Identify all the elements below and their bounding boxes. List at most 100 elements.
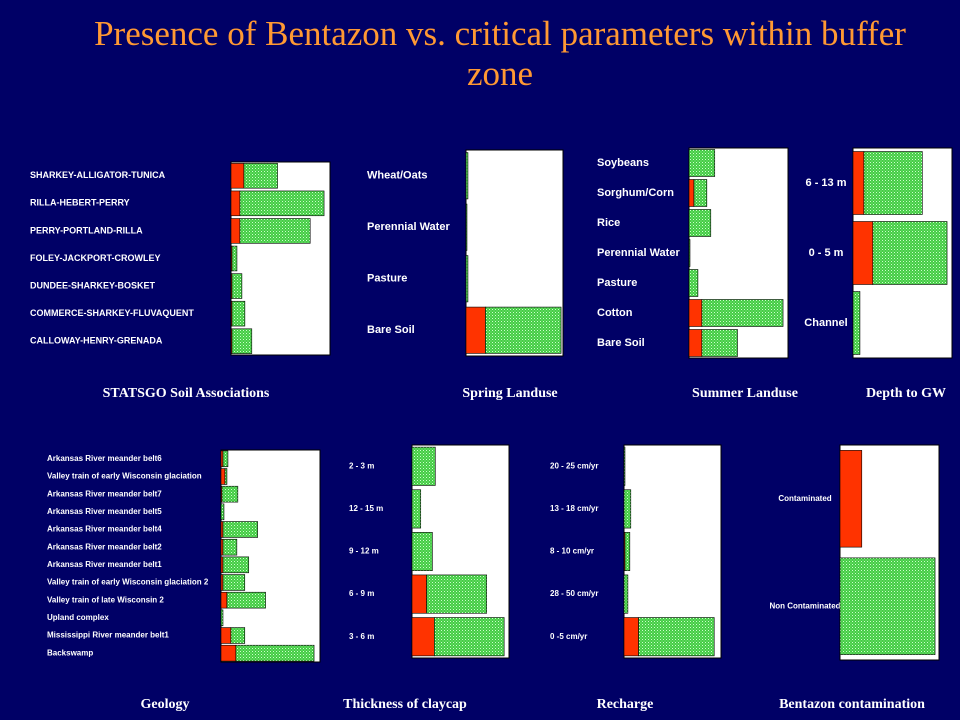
bar-segment [701,299,784,327]
category-label: Valley train of early Wisconsin glaciati… [47,472,202,481]
category-label: Rice [597,217,620,229]
bar-segment [465,306,486,354]
bar-segment [688,149,716,177]
category-label: Pasture [367,273,407,285]
category-label: Arkansas River meander belt2 [47,542,162,551]
bar-segment [220,468,226,485]
category-label: Pasture [597,277,637,289]
bar-segment [465,203,468,251]
category-label: FOLEY-JACKPORT-CROWLEY [30,253,161,263]
bar-segment [872,221,948,285]
bar-segment [411,446,436,486]
category-label: Contaminated [778,494,831,503]
bar-segment [222,521,258,538]
category-label: 9 - 12 m [349,547,379,556]
bar-segment [230,190,241,217]
chart-title: Thickness of claycap [343,697,467,712]
bar-segment [222,538,238,556]
bar-segment [485,306,562,354]
category-label: Valley train of early Wisconsin glaciati… [47,578,209,587]
bar-segment [239,218,311,244]
category-label: Arkansas River meander belt1 [47,560,162,569]
bar-segment [623,617,639,657]
category-label: Perennial Water [367,221,450,233]
bar-segment [220,627,232,644]
category-label: 0 - 5 m [809,247,844,259]
bar-segment [411,574,427,614]
bar-segment [220,644,237,662]
category-label: RILLA-HEBERT-PERRY [30,198,130,208]
plot-box [220,449,321,663]
bar-segment [230,627,246,644]
category-label: SHARKEY-ALLIGATOR-TUNICA [30,170,166,180]
bar-segment [852,291,861,355]
bar-segment [465,152,469,200]
bar-segment [243,163,278,189]
category-label: Channel [804,317,847,329]
bar-segment [688,269,699,297]
bar-segment [688,329,703,357]
bar-segment [839,450,863,548]
category-label: 6 - 13 m [806,177,847,189]
chart-title: Bentazon contamination [779,697,925,712]
category-label: Perennial Water [597,247,680,259]
chart-title: Summer Landuse [692,386,798,401]
bar-segment [239,190,325,217]
chart-title: Spring Landuse [462,386,557,401]
category-label: 6 - 9 m [349,589,374,598]
category-label: Arkansas River meander belt4 [47,525,162,534]
bar-segment [222,556,250,574]
bar-segment [693,179,708,207]
bar-segment [863,151,923,215]
bar-segment [231,300,246,327]
category-label: 28 - 50 cm/yr [550,589,598,598]
category-label: Arkansas River meander belt5 [47,507,162,516]
category-label: DUNDEE-SHARKEY-BOSKET [30,280,156,290]
bar-segment [852,221,874,285]
bar-segment [226,591,266,609]
category-label: CALLOWAY-HENRY-GRENADA [30,336,163,346]
category-label: Valley train of late Wisconsin 2 [47,595,164,604]
category-label: Upland complex [47,613,109,622]
bar-segment [224,468,228,485]
bar-segment [839,557,936,655]
bar-segment [220,609,224,627]
bar-segment [465,255,469,303]
bar-segment [623,489,632,529]
category-label: Sorghum/Corn [597,187,674,199]
category-label: 20 - 25 cm/yr [550,461,598,470]
chart-title: Recharge [597,697,654,712]
bar-segment [623,446,626,486]
bar-segment [623,574,629,614]
category-label: Wheat/Oats [367,170,428,182]
bar-segment [221,485,239,503]
bar-segment [426,574,487,614]
category-label: Soybeans [597,157,649,169]
bar-segment [434,617,505,657]
bar-segment [638,617,715,657]
bar-segment [222,450,229,468]
slide-title: Presence of Bentazon vs. critical parame… [94,14,906,93]
category-label: Bare Soil [597,337,645,349]
chart-title: Geology [141,697,190,712]
category-label: 3 - 6 m [349,632,374,641]
bar-segment [222,574,246,591]
category-label: 8 - 10 cm/yr [550,547,594,556]
bar-segment [220,591,228,609]
category-label: Bare Soil [367,324,415,336]
category-label: PERRY-PORTLAND-RILLA [30,225,143,235]
bar-segment [688,209,712,237]
bar-segment [688,179,695,207]
bar-segment [230,163,245,189]
category-label: Non Contaminated [769,601,840,610]
category-label: Cotton [597,307,633,319]
bar-segment [220,503,225,521]
category-label: Arkansas River meander belt6 [47,454,162,463]
bar-segment [231,245,238,272]
category-label: Mississippi River meander belt1 [47,631,169,640]
category-label: Backswamp [47,648,93,657]
category-label: COMMERCE-SHARKEY-FLUVAQUENT [30,308,194,318]
category-label: 12 - 15 m [349,504,383,513]
